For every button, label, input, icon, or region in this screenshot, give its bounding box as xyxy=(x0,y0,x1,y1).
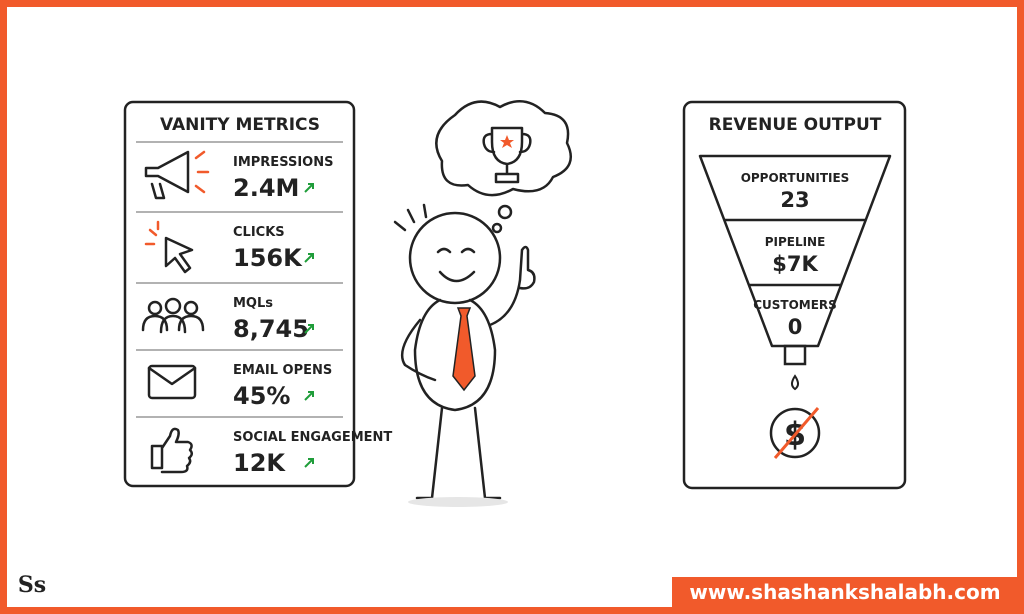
up-arrow xyxy=(304,391,314,401)
body xyxy=(413,298,497,412)
trophy xyxy=(482,126,532,184)
metric-value: 45% xyxy=(233,382,290,410)
envelope-icon xyxy=(147,364,197,400)
stage-label: CUSTOMERS xyxy=(753,298,837,312)
megaphone-rays xyxy=(194,150,210,194)
megaphone-icon xyxy=(144,150,190,200)
url[interactable]: www.shashankshalabh.com xyxy=(689,580,1000,604)
metric-icons xyxy=(141,150,210,474)
right-title: REVENUE OUTPUT xyxy=(709,115,882,135)
cursor-rays xyxy=(144,220,160,246)
metric-label: CLICKS xyxy=(233,225,285,240)
thought-cloud xyxy=(435,100,572,197)
person-head xyxy=(164,297,182,315)
thought-bubble xyxy=(491,222,503,234)
metric-label: SOCIAL ENGAGEMENT xyxy=(233,430,392,445)
tie xyxy=(452,307,476,392)
right-panel xyxy=(682,100,907,490)
thumbs-up-icon xyxy=(150,427,193,474)
stage-value: $7K xyxy=(772,252,818,276)
head xyxy=(408,211,502,305)
shadow xyxy=(408,497,508,507)
url-box xyxy=(672,577,1018,607)
drop xyxy=(791,374,799,391)
stage-value: 0 xyxy=(788,315,803,339)
strike xyxy=(773,407,820,459)
funnel-spout xyxy=(783,344,807,366)
thought-bubble xyxy=(497,204,513,220)
metric-value: 8,745 xyxy=(233,315,309,343)
metric-value: 2.4M xyxy=(233,174,299,202)
metric-rows: IMPRESSIONS 2.4M CLICKS 156K MQLs 8,745 EMAIL … xyxy=(136,141,392,477)
dollar-circle xyxy=(769,407,821,459)
stage-label: OPPORTUNITIES xyxy=(741,171,850,185)
metric-label: EMAIL OPENS xyxy=(233,363,332,378)
stage-label: PIPELINE xyxy=(765,235,826,249)
person-head xyxy=(183,300,199,316)
people-icon xyxy=(141,314,205,334)
up-arrow xyxy=(304,324,314,334)
envelope-flap xyxy=(147,366,197,386)
sparks xyxy=(393,203,428,232)
trophy-star xyxy=(500,135,514,148)
stage-value: 23 xyxy=(780,188,809,212)
cursor-icon xyxy=(164,236,194,274)
left-panel xyxy=(123,100,356,488)
up-arrow xyxy=(304,458,314,468)
metric-value: 156K xyxy=(233,244,303,272)
metric-value: 12K xyxy=(233,449,286,477)
left-title: VANITY METRICS xyxy=(160,115,320,135)
face xyxy=(436,247,476,283)
up-arrow xyxy=(304,183,314,193)
person-head xyxy=(147,300,163,316)
funnel xyxy=(698,154,892,348)
logo: Ss xyxy=(18,572,46,598)
stick-figure xyxy=(393,100,572,507)
metric-label: IMPRESSIONS xyxy=(233,155,333,170)
arms xyxy=(400,245,536,382)
funnel-stages: OPPORTUNITIES 23 PIPELINE $7K CUSTOMERS 0 xyxy=(741,171,850,339)
up-arrow xyxy=(304,253,314,263)
metric-label: MQLs xyxy=(233,296,273,311)
